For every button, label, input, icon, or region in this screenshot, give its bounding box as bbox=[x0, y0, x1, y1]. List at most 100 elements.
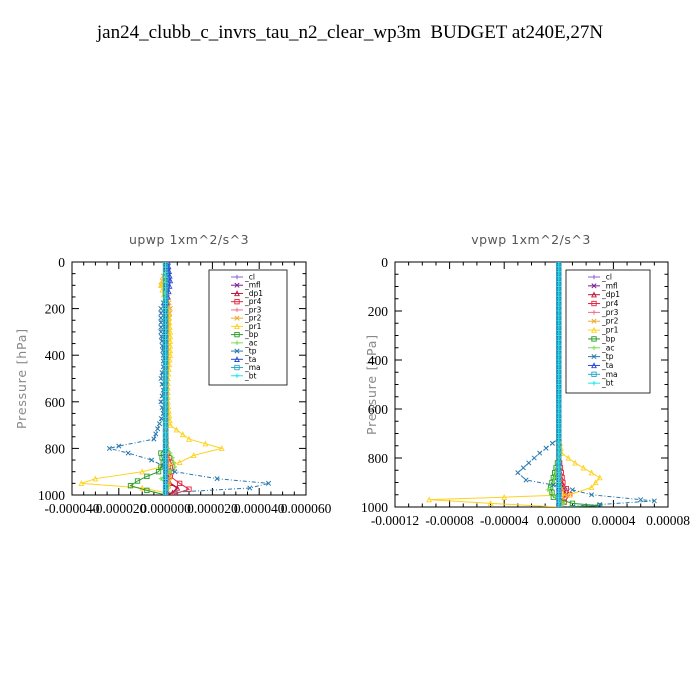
data-point bbox=[92, 475, 99, 482]
data-point bbox=[165, 403, 172, 410]
data-point bbox=[556, 436, 561, 441]
data-point bbox=[78, 480, 85, 486]
data-point bbox=[127, 483, 134, 489]
legend-item-tp: _tp bbox=[588, 352, 614, 361]
data-point bbox=[163, 472, 168, 477]
data-point bbox=[563, 485, 569, 492]
data-point bbox=[163, 435, 168, 441]
data-point bbox=[158, 399, 164, 405]
data-point bbox=[556, 289, 561, 294]
data-point bbox=[163, 296, 168, 301]
data-point bbox=[552, 475, 557, 480]
data-point bbox=[168, 450, 173, 456]
data-point bbox=[547, 484, 554, 491]
legend-label: _pr4 bbox=[244, 297, 262, 306]
data-point bbox=[167, 351, 174, 358]
data-point bbox=[163, 301, 168, 306]
data-point bbox=[163, 285, 168, 291]
data-point bbox=[163, 321, 168, 327]
legend-marker bbox=[591, 300, 597, 307]
data-point bbox=[556, 294, 561, 299]
data-point bbox=[651, 498, 657, 504]
legend-item-mfl: _mfl bbox=[231, 281, 261, 290]
chart-panel-1: upwp 1xm^2/s^3 Pressure [hPa] 0 200 400 600 80… bbox=[14, 232, 332, 516]
x-tick-label: 0.000060 bbox=[281, 501, 332, 516]
data-point bbox=[134, 478, 141, 484]
legend-marker bbox=[591, 291, 597, 298]
data-point bbox=[556, 485, 561, 490]
legend: _cl_mfl_dp1_pr4_pr3_pr2_pr1_bp_ac_tp_ta_… bbox=[208, 269, 288, 386]
data-point bbox=[556, 401, 561, 407]
data-point bbox=[556, 480, 561, 485]
legend-label: _pr2 bbox=[244, 314, 262, 323]
data-point bbox=[165, 310, 172, 316]
data-point bbox=[549, 489, 555, 495]
legend-marker bbox=[591, 354, 597, 360]
legend-label: _mfl bbox=[244, 281, 261, 290]
data-point bbox=[556, 490, 561, 495]
data-point bbox=[556, 323, 561, 328]
legend-marker bbox=[234, 364, 240, 371]
data-point bbox=[173, 426, 180, 433]
data-point bbox=[163, 425, 168, 430]
data-point bbox=[166, 417, 173, 424]
legend-marker bbox=[591, 274, 597, 280]
legend-marker bbox=[591, 310, 597, 315]
data-point bbox=[565, 454, 572, 461]
data-point bbox=[163, 311, 168, 316]
data-point bbox=[556, 411, 561, 417]
data-point bbox=[163, 363, 168, 368]
data-point bbox=[163, 451, 168, 456]
data-point bbox=[556, 318, 561, 323]
data-point bbox=[638, 497, 644, 503]
legend-label: _ac bbox=[601, 343, 614, 352]
y-tick-label: 1000 bbox=[361, 500, 388, 515]
legend-item-mfl: _mfl bbox=[588, 281, 618, 290]
data-point bbox=[556, 431, 561, 436]
data-point bbox=[158, 310, 164, 316]
series-pr1 bbox=[78, 270, 225, 495]
data-point bbox=[218, 445, 225, 452]
data-point bbox=[139, 484, 146, 491]
data-point bbox=[163, 316, 168, 322]
data-point bbox=[543, 445, 549, 451]
y-tick-label: 400 bbox=[368, 353, 389, 368]
legend-marker bbox=[591, 283, 597, 289]
legend-marker bbox=[591, 345, 597, 350]
legend-item-cl: _cl bbox=[231, 273, 255, 282]
data-point bbox=[551, 480, 556, 485]
data-point bbox=[556, 446, 561, 451]
data-point bbox=[556, 504, 561, 507]
data-point bbox=[163, 466, 168, 472]
legend-marker bbox=[234, 290, 240, 297]
legend-item-ac: _ac bbox=[231, 338, 257, 347]
data-point bbox=[556, 313, 561, 319]
legend-label: _pr1 bbox=[244, 322, 262, 331]
y-tick-label: 200 bbox=[368, 304, 389, 319]
legend-item-pr3: _pr3 bbox=[231, 305, 262, 314]
legend-box bbox=[208, 269, 288, 386]
panel-title: vpwp 1xm^2/s^3 bbox=[471, 232, 591, 247]
data-point bbox=[116, 443, 122, 449]
data-point bbox=[167, 473, 173, 479]
data-point bbox=[163, 270, 168, 275]
data-point bbox=[163, 358, 168, 363]
legend-label: _bp bbox=[601, 334, 616, 343]
data-point bbox=[139, 468, 146, 475]
legend: _cl_mfl_dp1_pr4_pr3_pr2_pr1_bp_ac_tp_ta_… bbox=[565, 269, 651, 394]
data-point bbox=[556, 328, 561, 333]
data-point bbox=[172, 491, 178, 495]
data-point bbox=[155, 426, 161, 432]
data-point bbox=[158, 306, 164, 312]
data-point bbox=[501, 493, 508, 500]
data-point bbox=[572, 459, 579, 466]
series-group bbox=[426, 262, 657, 507]
data-point bbox=[163, 368, 168, 373]
legend-label: _dp1 bbox=[244, 289, 263, 298]
data-point bbox=[569, 487, 576, 493]
data-point bbox=[158, 476, 164, 481]
legend-marker bbox=[591, 380, 597, 386]
data-point bbox=[556, 450, 561, 456]
data-point bbox=[163, 394, 168, 399]
data-point bbox=[556, 308, 561, 314]
